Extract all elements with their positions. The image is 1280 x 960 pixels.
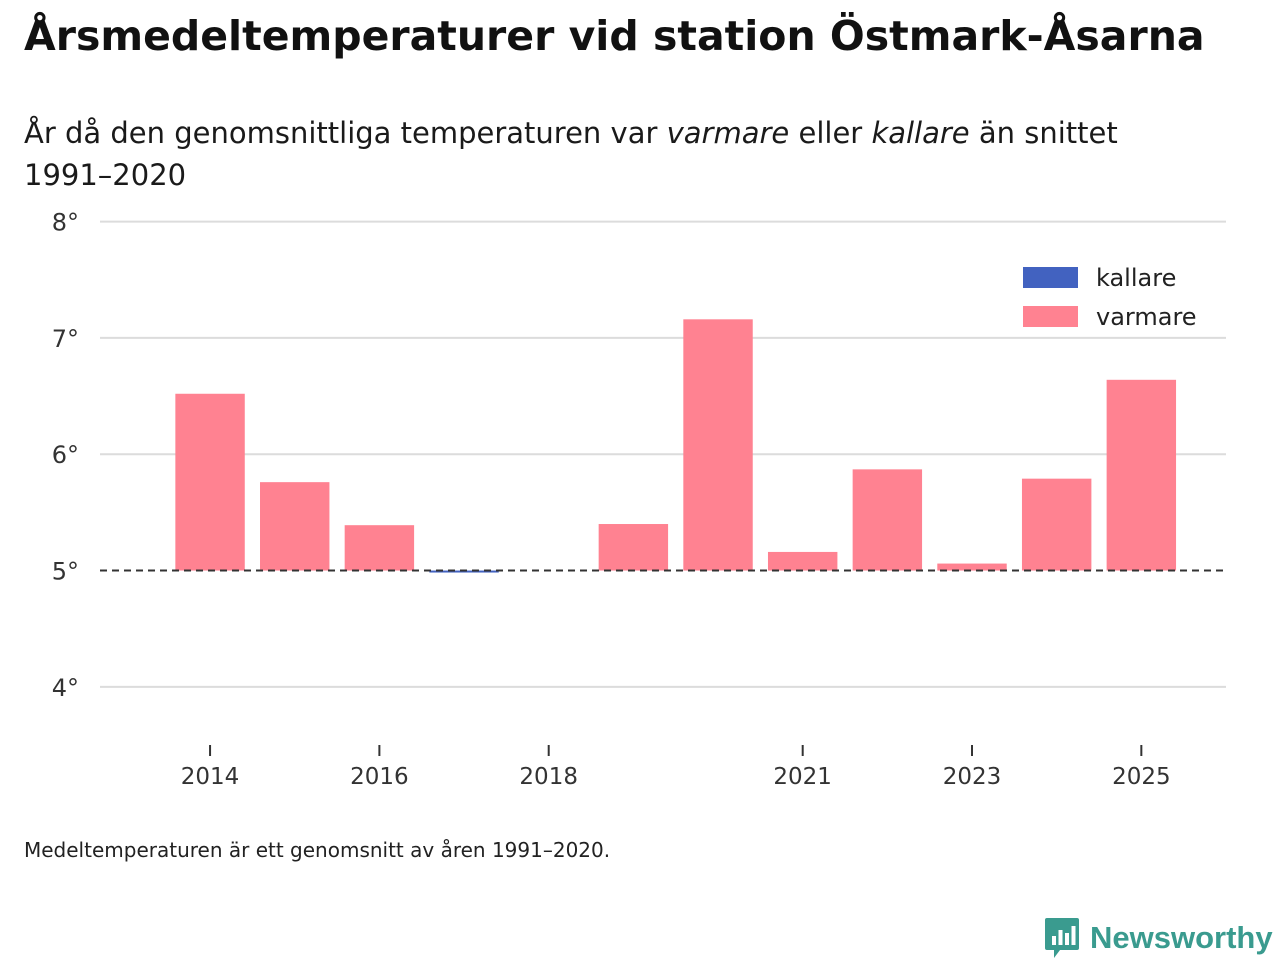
y-tick-label-5: 5° [52,558,79,586]
chart-subtitle: År då den genomsnittliga temperaturen va… [24,112,1204,196]
bar-2024[interactable] [1021,478,1092,571]
bar-2023[interactable] [937,563,1007,571]
legend-swatch-kallare [1023,267,1078,288]
newsworthy-logo[interactable]: Newsworthy [1044,916,1273,960]
y-axis: 4° 5° 6° 7° 8° [52,209,79,702]
legend-label-varmare: varmare [1096,303,1197,331]
bars [175,319,1177,573]
y-tick-label-4: 4° [52,674,79,702]
legend: kallare varmare [1012,260,1210,336]
subtitle-warm-word: varmare [666,116,790,150]
newsworthy-icon [1045,918,1079,958]
legend-swatch-varmare [1023,306,1078,327]
bar-2025[interactable] [1106,379,1177,571]
bar-2019[interactable] [598,524,669,571]
bar-2022[interactable] [852,469,923,571]
bar-2014[interactable] [175,393,245,571]
footnote: Medeltemperaturen är ett genomsnitt av å… [24,838,611,862]
subtitle-cold-word: kallare [871,116,970,150]
bar-2016[interactable] [344,525,415,571]
gridlines [100,220,1226,688]
bar-2021[interactable] [767,551,838,571]
brand-name: Newsworthy [1090,920,1273,955]
subtitle-text-start: År då den genomsnittliga temperaturen va… [24,116,667,150]
x-tick-label-2014: 2014 [181,764,240,790]
temperature-bar-chart: 4° 5° 6° 7° 8° 2014 2016 2018 2021 2023 2025 kall… [52,209,1226,790]
chart-title: Årsmedeltemperaturer vid station Östmark… [24,12,1205,60]
x-tick-label-2018: 2018 [519,764,578,790]
y-tick-label-8: 8° [52,209,79,237]
x-axis: 2014 2016 2018 2021 2023 2025 [181,745,1171,790]
x-tick-label-2025: 2025 [1112,764,1171,790]
legend-label-kallare: kallare [1096,264,1176,292]
y-tick-label-6: 6° [52,441,79,469]
y-tick-label-7: 7° [52,325,79,353]
x-tick-label-2016: 2016 [350,764,409,790]
bar-2015[interactable] [260,482,330,571]
x-tick-label-2021: 2021 [773,764,832,790]
subtitle-text-mid: eller [789,116,872,150]
subtitle-text-end: än snittet 1991–2020 [24,116,1118,192]
x-tick-label-2023: 2023 [943,764,1002,790]
bar-2020[interactable] [683,319,753,571]
